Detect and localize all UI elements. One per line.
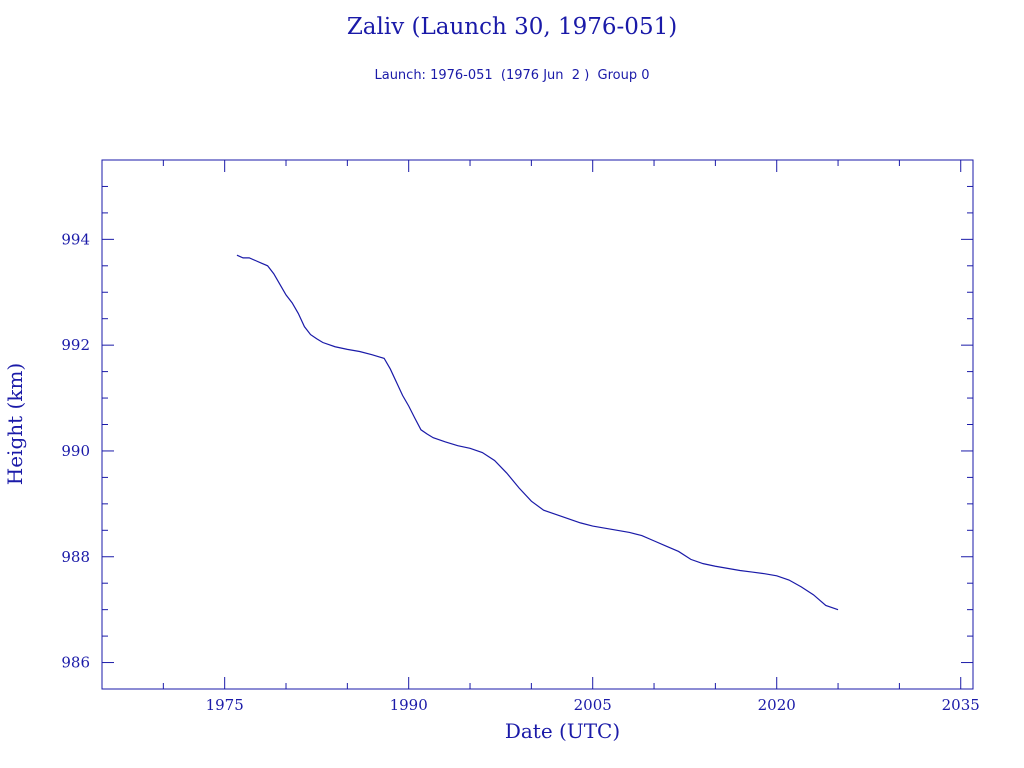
chart-subtitle: Launch: 1976-051 (1976 Jun 2 ) Group 0	[374, 68, 650, 83]
y-tick-label: 988	[61, 548, 90, 566]
height-series-line	[236, 254, 839, 611]
x-tick-label: 2020	[758, 696, 796, 714]
y-axis-label: Height (km)	[3, 363, 27, 485]
axis-tick-labels: 1975 1990 2005 2020 2035 986 988 990 992 994	[61, 230, 979, 714]
x-tick-label: 1990	[390, 696, 428, 714]
y-tick-label: 990	[61, 442, 90, 460]
x-tick-label: 2005	[574, 696, 612, 714]
x-tick-label: 2035	[942, 696, 980, 714]
x-tick-label: 1975	[206, 696, 244, 714]
x-axis-label: Date (UTC)	[505, 719, 620, 743]
plot-frame	[101, 159, 974, 690]
axis-ticks	[102, 160, 973, 689]
y-tick-label: 986	[61, 654, 90, 672]
chart-title: Zaliv (Launch 30, 1976-051)	[346, 14, 678, 40]
y-tick-label: 994	[61, 230, 90, 248]
y-tick-label: 992	[61, 336, 90, 354]
